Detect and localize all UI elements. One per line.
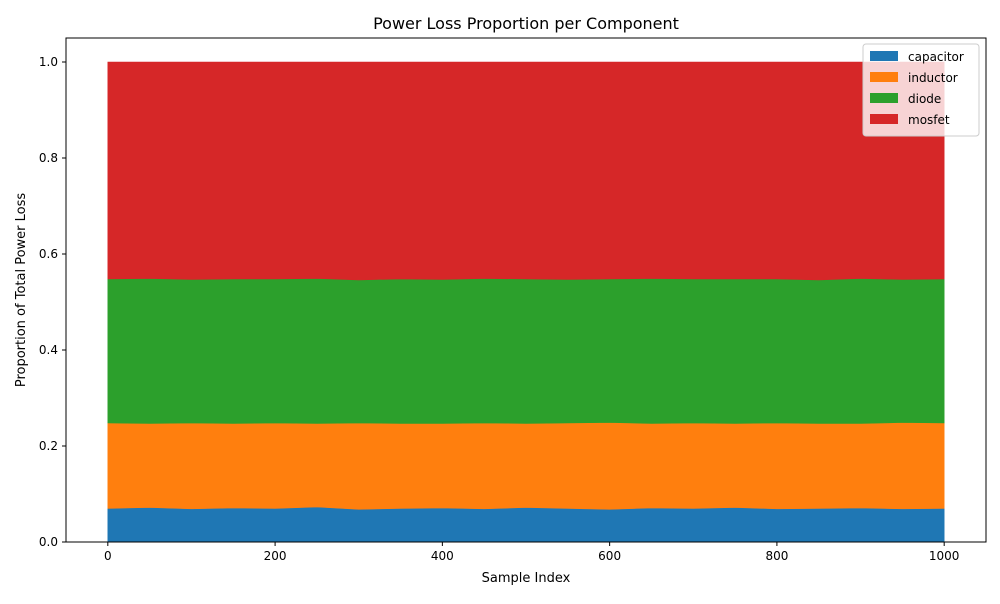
area-mosfet: [107, 61, 945, 281]
legend-label-capacitor: capacitor: [908, 50, 964, 64]
x-axis-label: Sample Index: [482, 571, 571, 586]
x-axis: 0 200 400 600 800 1000: [104, 542, 959, 563]
legend-swatch-mosfet: [870, 114, 898, 124]
y-tick-label: 0.6: [39, 247, 58, 261]
x-tick-label: 800: [765, 549, 788, 563]
legend: capacitor inductor diode mosfet: [862, 43, 980, 137]
y-tick-label: 1.0: [39, 55, 58, 69]
legend-label-mosfet: mosfet: [908, 113, 950, 127]
y-tick-label: 0.4: [39, 343, 58, 357]
y-tick-label: 0.0: [39, 535, 58, 549]
legend-swatch-inductor: [870, 72, 898, 82]
y-axis: 0.0 0.2 0.4 0.6 0.8 1.0: [39, 55, 66, 549]
x-tick-label: 600: [598, 549, 621, 563]
area-inductor: [107, 422, 945, 510]
x-tick-label: 200: [264, 549, 287, 563]
legend-label-diode: diode: [908, 92, 941, 106]
y-tick-label: 0.8: [39, 151, 58, 165]
x-tick-label: 400: [431, 549, 454, 563]
area-capacitor: [107, 506, 945, 543]
area-diode: [107, 278, 945, 424]
legend-swatch-capacitor: [870, 51, 898, 61]
y-tick-label: 0.2: [39, 439, 58, 453]
plot-frame: [65, 37, 987, 543]
legend-label-inductor: inductor: [908, 71, 958, 85]
legend-box: [862, 43, 980, 137]
x-tick-label: 1000: [929, 549, 960, 563]
stacked-areas: [107, 61, 945, 543]
y-axis-label: Proportion of Total Power Loss: [14, 193, 29, 388]
x-tick-label: 0: [104, 549, 112, 563]
chart-title: Power Loss Proportion per Component: [373, 14, 679, 33]
legend-swatch-diode: [870, 93, 898, 103]
